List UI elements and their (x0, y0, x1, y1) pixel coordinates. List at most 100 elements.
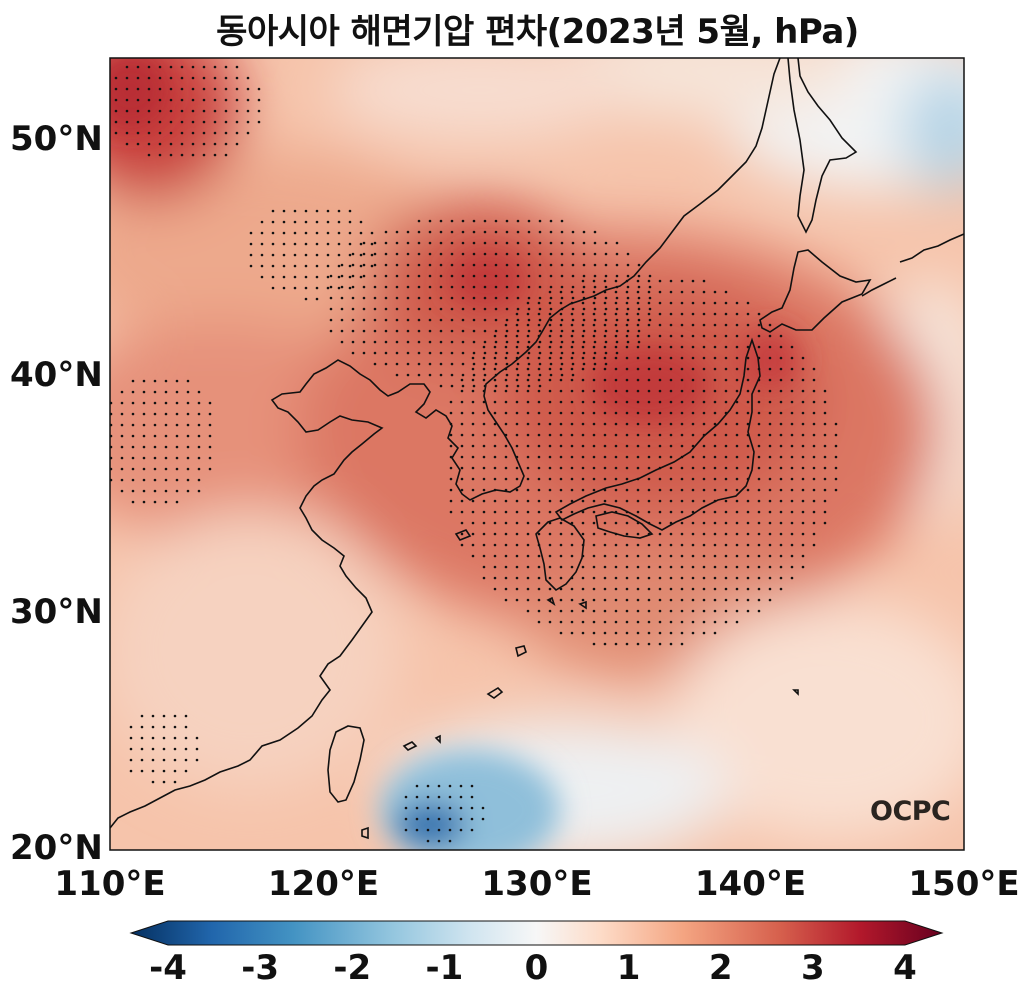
significance-dot (449, 466, 453, 470)
significance-dot (801, 356, 805, 360)
significance-dot (549, 329, 553, 333)
significance-dot (549, 373, 553, 377)
significance-dot (746, 576, 750, 580)
significance-dot (249, 231, 253, 235)
significance-dot (636, 576, 640, 580)
significance-dot (571, 285, 575, 289)
significance-dot (636, 466, 640, 470)
significance-dot (494, 384, 498, 388)
significance-dot (494, 252, 498, 256)
significance-dot (153, 445, 157, 449)
significance-dot (449, 400, 453, 404)
significance-dot (614, 433, 618, 437)
significance-dot (658, 367, 662, 371)
significance-dot (439, 274, 443, 278)
significance-dot (724, 389, 728, 393)
significance-dot (142, 456, 146, 460)
significance-dot (571, 252, 575, 256)
significance-dot (614, 301, 618, 305)
significance-dot (494, 230, 498, 234)
significance-dot (548, 532, 552, 536)
significance-dot (790, 389, 794, 393)
significance-dot (636, 510, 640, 514)
significance-dot (537, 466, 541, 470)
significance-dot (472, 329, 476, 333)
significance-dot (559, 400, 563, 404)
significance-dot (592, 565, 596, 569)
significance-dot (735, 554, 739, 558)
significance-dot (614, 466, 618, 470)
significance-dot (426, 839, 430, 843)
significance-dot (136, 142, 140, 146)
significance-dot (169, 131, 173, 135)
significance-dot (549, 263, 553, 267)
significance-dot (768, 587, 772, 591)
significance-dot (548, 301, 552, 305)
significance-dot (779, 477, 783, 481)
significance-dot (131, 401, 135, 405)
significance-dot (120, 390, 124, 394)
significance-dot (615, 351, 619, 355)
significance-dot (395, 362, 399, 366)
significance-dot (570, 532, 574, 536)
significance-dot (604, 351, 608, 355)
significance-dot (162, 714, 166, 718)
significance-dot (735, 576, 739, 580)
significance-dot (538, 252, 542, 256)
significance-dot (348, 242, 352, 246)
significance-dot (757, 400, 761, 404)
significance-dot (461, 263, 465, 267)
significance-dot (603, 422, 607, 426)
significance-dot (735, 543, 739, 547)
significance-dot (592, 345, 596, 349)
significance-dot (472, 241, 476, 245)
significance-dot (162, 758, 166, 762)
significance-dot (559, 620, 563, 624)
significance-dot (548, 455, 552, 459)
significance-dot (526, 323, 530, 327)
significance-dot (208, 423, 212, 427)
significance-dot (482, 576, 486, 580)
significance-dot (282, 209, 286, 213)
significance-dot (559, 609, 563, 613)
significance-dot (515, 488, 519, 492)
significance-dot (415, 795, 419, 799)
significance-dot (603, 378, 607, 382)
significance-dot (724, 532, 728, 536)
significance-dot (472, 351, 476, 355)
significance-dot (362, 296, 366, 300)
significance-dot (702, 598, 706, 602)
significance-dot (504, 510, 508, 514)
significance-dot (164, 390, 168, 394)
significance-dot (823, 400, 827, 404)
significance-dot (164, 401, 168, 405)
significance-dot (570, 400, 574, 404)
significance-dot (186, 401, 190, 405)
significance-dot (129, 736, 133, 740)
significance-dot (724, 521, 728, 525)
significance-dot (680, 389, 684, 393)
significance-dot (559, 466, 563, 470)
significance-dot (669, 543, 673, 547)
significance-dot (735, 422, 739, 426)
significance-dot (713, 367, 717, 371)
significance-dot (548, 466, 552, 470)
significance-dot (450, 285, 454, 289)
significance-dot (790, 554, 794, 558)
significance-dot (581, 411, 585, 415)
significance-dot (768, 532, 772, 536)
significance-dot (592, 356, 596, 360)
significance-dot (604, 263, 608, 267)
significance-dot (538, 362, 542, 366)
significance-dot (768, 389, 772, 393)
significance-dot (184, 758, 188, 762)
significance-dot (790, 411, 794, 415)
significance-dot (515, 543, 519, 547)
significance-dot (746, 378, 750, 382)
significance-dot (471, 532, 475, 536)
significance-dot (713, 444, 717, 448)
significance-dot (147, 65, 151, 69)
significance-dot (625, 378, 629, 382)
significance-dot (779, 378, 783, 382)
significance-dot (461, 285, 465, 289)
